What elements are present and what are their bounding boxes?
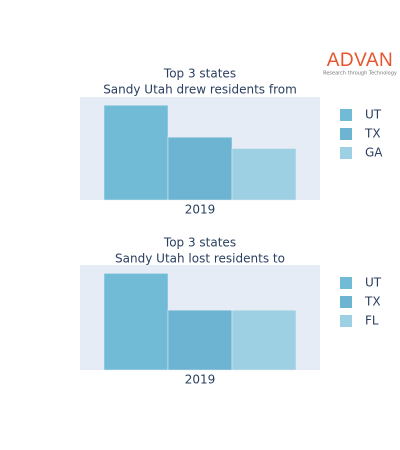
legend-swatch	[340, 315, 352, 327]
chart-title: Sandy Utah drew residents from	[103, 83, 297, 97]
legend-swatch	[340, 109, 352, 121]
bar	[103, 104, 169, 201]
bar	[231, 148, 297, 201]
bar	[103, 273, 169, 371]
legend-label: FL	[365, 314, 379, 328]
x-tick-label: 2019	[185, 203, 216, 217]
chart-title: Sandy Utah lost residents to	[115, 252, 285, 266]
legend-swatch	[340, 277, 352, 289]
legend-label: TX	[364, 295, 381, 309]
legend-label: UT	[365, 276, 382, 290]
chart-title: Top 3 states	[163, 236, 236, 250]
logo-tagline: Research through Technology	[323, 71, 397, 77]
logo-name: ADVAN	[327, 50, 394, 71]
bar	[167, 309, 233, 371]
x-tick-label: 2019	[185, 373, 216, 387]
bar	[167, 136, 233, 201]
bar	[231, 309, 297, 371]
legend-label: GA	[365, 146, 383, 160]
legend-label: TX	[364, 127, 381, 141]
legend-swatch	[340, 296, 352, 308]
legend-label: UT	[365, 108, 382, 122]
chart-title: Top 3 states	[163, 67, 236, 81]
legend-swatch	[340, 147, 352, 159]
legend-swatch	[340, 128, 352, 140]
